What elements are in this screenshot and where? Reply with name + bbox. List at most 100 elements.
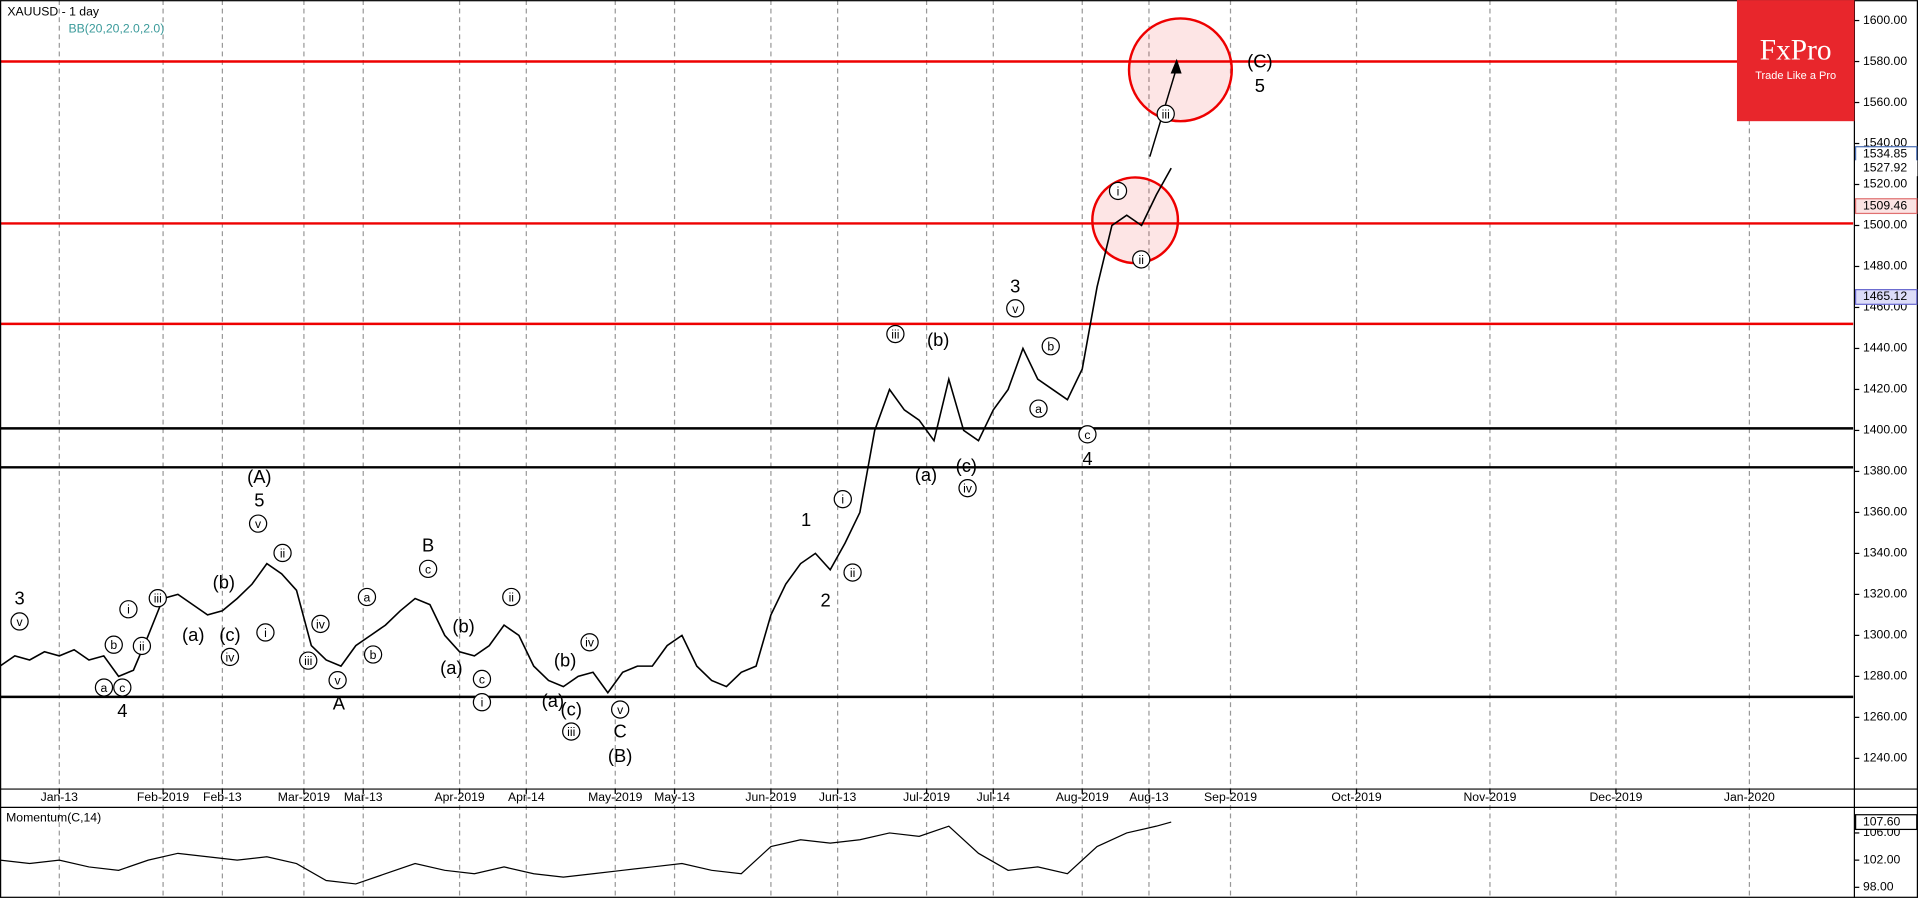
- price-label: 1509.46: [1863, 198, 1907, 212]
- price-label: 1527.92: [1863, 161, 1907, 175]
- wave-label: c: [119, 681, 125, 695]
- wave-circle: [1029, 399, 1048, 418]
- x-tick-label: Nov-2019: [1463, 790, 1516, 804]
- wave-label: (C): [1247, 50, 1272, 71]
- x-tick-label: Dec-2019: [1589, 790, 1642, 804]
- x-tick-label: Feb-13: [203, 790, 242, 804]
- momentum-last-box: [1855, 814, 1918, 831]
- wave-label: a: [101, 681, 108, 695]
- wave-label: v: [617, 703, 624, 717]
- price-label-box: [1855, 160, 1918, 177]
- x-tick-label: Jan-13: [41, 790, 79, 804]
- wave-label: ii: [850, 566, 855, 580]
- wave-label: v: [1012, 302, 1019, 316]
- y-tick-label: 1340.00: [1863, 546, 1907, 560]
- price-label-box: [1855, 198, 1918, 215]
- wave-label: 5: [254, 489, 264, 510]
- wave-label: (c): [956, 455, 977, 476]
- wave-label: v: [255, 517, 262, 531]
- wave-label: (a): [915, 464, 937, 485]
- y-tick-label: 102.00: [1863, 852, 1901, 866]
- wave-circle: [1156, 104, 1175, 124]
- price-label-box: [1855, 289, 1918, 305]
- wave-circle: [1078, 425, 1097, 444]
- x-tick-label: Mar-13: [344, 790, 383, 804]
- wave-label: (c): [561, 699, 582, 720]
- y-tick-label: 1260.00: [1863, 710, 1907, 724]
- price-line: [0, 167, 1172, 695]
- y-tick-label: 1400.00: [1863, 423, 1907, 437]
- wave-circle: [562, 722, 581, 741]
- y-tick-label: 1280.00: [1863, 669, 1907, 683]
- wave-label: (b): [927, 329, 949, 350]
- y-tick-label: 1300.00: [1863, 628, 1907, 642]
- wave-circle: [311, 614, 330, 634]
- plot: [0, 167, 1172, 695]
- x-tick-label: Jul-2019: [903, 790, 950, 804]
- wave-label: ii: [139, 639, 144, 653]
- wave-circle: [1006, 299, 1025, 318]
- x-tick-label: Aug-13: [1129, 790, 1169, 804]
- wave-circle: [1132, 250, 1151, 269]
- wave-label: v: [17, 615, 24, 629]
- wave-label: A: [333, 692, 346, 713]
- wave-label: 4: [1082, 448, 1092, 469]
- wave-label: ii: [1139, 253, 1144, 267]
- momentum-title: Momentum(C,14): [6, 811, 101, 825]
- wave-label: 3: [1010, 275, 1020, 296]
- wave-circle: [502, 587, 521, 607]
- wave-label: i: [841, 493, 844, 507]
- wave-circle: [472, 693, 492, 712]
- wave-label: (b): [554, 650, 576, 671]
- wave-circle: [363, 645, 383, 664]
- wave-label: a: [1035, 402, 1042, 416]
- wave-circle: [248, 514, 268, 533]
- wave-label: iii: [1162, 107, 1170, 121]
- wave-label: 2: [821, 590, 831, 611]
- x-tick-label: Sep-2019: [1204, 790, 1257, 804]
- logo: [1736, 0, 1855, 122]
- momentum-line: [0, 821, 1172, 885]
- wave-circle: [148, 589, 167, 608]
- wave-label: b: [110, 638, 117, 652]
- y-tick-label: 1360.00: [1863, 505, 1907, 519]
- wave-label: i: [481, 696, 484, 710]
- wave-label: iii: [304, 654, 312, 668]
- wave-label: (A): [247, 466, 271, 487]
- wave-label: ii: [509, 590, 514, 604]
- y-tick-label: 1420.00: [1863, 382, 1907, 396]
- x-tick-label: Oct-2019: [1331, 790, 1381, 804]
- wave-label: (a): [542, 690, 564, 711]
- wave-circle: [418, 559, 438, 579]
- x-tick-label: Jul-14: [977, 790, 1010, 804]
- grid: [58, 0, 1751, 898]
- wave-label: iii: [567, 725, 575, 739]
- x-tick-label: Jan-2020: [1724, 790, 1775, 804]
- wave-circle: [94, 678, 114, 697]
- wave-label: 5: [1255, 75, 1265, 96]
- wave-circle: [1108, 181, 1128, 201]
- wave-label: iii: [891, 327, 899, 341]
- wave-label: (a): [440, 657, 462, 678]
- x-tick-label: Jun-13: [819, 790, 857, 804]
- x-tick-label: May-2019: [588, 790, 643, 804]
- wave-circle: [119, 600, 138, 619]
- wave-label: iv: [585, 636, 595, 650]
- chart-title: XAUUSD - 1 day: [7, 5, 100, 19]
- momentum-last: 107.60: [1863, 814, 1901, 828]
- wave-label: (c): [219, 624, 240, 645]
- wave-label: ii: [280, 546, 285, 560]
- wave-label: b: [370, 648, 377, 662]
- y-tick-label: 1320.00: [1863, 587, 1907, 601]
- wave-label: b: [1047, 340, 1054, 354]
- wave-label: (b): [213, 571, 235, 592]
- wave-circle: [357, 587, 377, 607]
- wave-label: iv: [226, 650, 236, 664]
- x-tick-label: Apr-2019: [434, 790, 484, 804]
- wave-circle: [328, 671, 347, 690]
- wave-circle: [273, 543, 292, 563]
- wave-circle: [580, 633, 599, 652]
- wave-circle: [472, 669, 492, 689]
- wave-label: (B): [608, 745, 632, 766]
